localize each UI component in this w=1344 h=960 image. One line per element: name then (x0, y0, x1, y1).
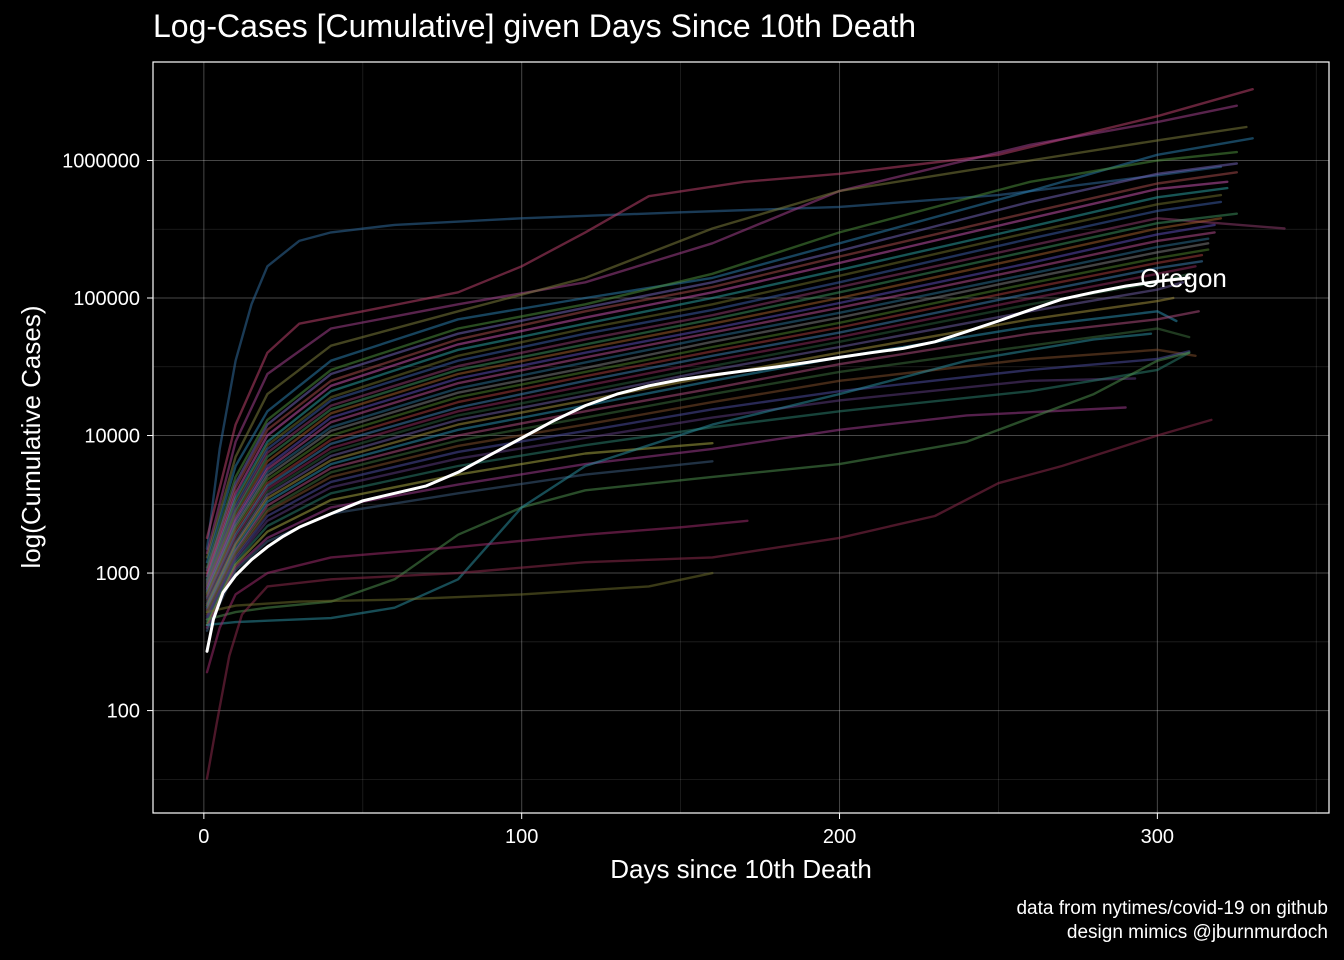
y-tick-label: 100000 (73, 288, 140, 310)
series-line-29 (205, 327, 1191, 614)
series-line-41 (205, 571, 714, 614)
series-line-11 (205, 193, 1223, 582)
series-line-6 (205, 150, 1238, 569)
series-line-12 (205, 200, 1223, 584)
y-axis-label: log(Cumulative Cases) (16, 306, 46, 569)
series-line-25 (205, 281, 1184, 605)
series-line-38 (205, 332, 1153, 627)
x-tick-label: 0 (198, 826, 209, 848)
series-line-7 (205, 162, 1238, 572)
series-line-26 (205, 296, 1175, 607)
series-line-21 (205, 253, 1204, 598)
y-tick-label: 100 (107, 701, 140, 723)
series-line-35 (205, 406, 1127, 629)
series-line-8 (205, 171, 1238, 575)
series-line-3 (205, 104, 1238, 555)
highlight-label-oregon: Oregon (1140, 263, 1227, 293)
caption-design: design mimics @jburnmurdoch (1066, 922, 1328, 943)
series-line-28 (205, 310, 1200, 612)
chart-title: Log-Cases [Cumulative] given Days Since … (153, 8, 917, 44)
series-line-17 (205, 231, 1216, 591)
x-tick-label: 200 (823, 826, 856, 848)
x-tick-label: 100 (505, 826, 538, 848)
series-line-4 (205, 125, 1248, 559)
series-line-13 (205, 217, 1286, 585)
y-ticks: 100 1000 10000 100000 1000000 (62, 150, 153, 723)
y-tick-label: 1000 (96, 563, 141, 585)
series-line-30 (205, 348, 1197, 616)
x-axis-label: Days since 10th Death (610, 854, 872, 884)
series-line-15 (205, 217, 1223, 588)
series-line-19 (205, 242, 1210, 594)
series-line-5 (205, 137, 1254, 564)
highlight-line-oregon (205, 276, 1191, 653)
series-line-22 (205, 260, 1204, 600)
series-line-23 (205, 265, 1197, 601)
series-line-37 (205, 351, 1191, 621)
panel-border (152, 61, 1330, 814)
series-line-14 (205, 212, 1238, 587)
y-tick-label: 1000000 (62, 150, 140, 172)
highlight-layer: Oregon (205, 263, 1227, 653)
series-line-32 (205, 377, 1137, 621)
series-line-34 (205, 442, 714, 627)
series-line-2 (205, 88, 1254, 540)
y-tick-label: 10000 (84, 426, 140, 448)
series-line-9 (205, 180, 1229, 578)
series-line-31 (205, 350, 1191, 619)
caption-source: data from nytimes/covid-19 on github (1016, 898, 1328, 919)
chart-area: Oregon 0 100 200 300 100 1000 10000 100000 1000… (16, 61, 1330, 884)
series-layer (205, 88, 1286, 780)
series-line-40 (205, 519, 749, 674)
series-line-18 (205, 237, 1210, 593)
series-line-39 (205, 418, 1213, 780)
x-tick-label: 300 (1141, 826, 1174, 848)
series-line-10 (205, 186, 1229, 581)
series-line-33 (205, 351, 1191, 624)
series-line-20 (205, 248, 1210, 596)
x-ticks: 0 100 200 300 (198, 813, 1174, 848)
series-line-16 (205, 223, 1216, 590)
